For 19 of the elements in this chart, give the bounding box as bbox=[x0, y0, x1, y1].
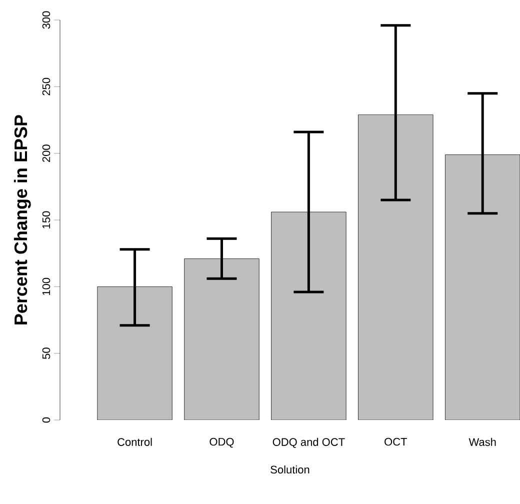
x-tick-label: ODQ bbox=[210, 438, 234, 448]
y-axis-title: Percent Change in EPSP bbox=[14, 115, 31, 324]
x-tick-label: Control bbox=[118, 438, 152, 446]
bar bbox=[271, 212, 346, 420]
y-tick-label: 100 bbox=[42, 278, 50, 296]
y-tick-label: 0 bbox=[42, 417, 50, 423]
x-tick-label: OCT bbox=[384, 438, 408, 446]
x-tick-label: ODQ and OCT bbox=[272, 438, 345, 448]
bar bbox=[445, 154, 520, 420]
y-tick-label: 300 bbox=[42, 11, 50, 29]
bar bbox=[358, 114, 434, 420]
x-tick-label: Wash bbox=[468, 438, 496, 446]
y-tick-label: 200 bbox=[42, 144, 50, 162]
y-tick-label: 50 bbox=[42, 348, 50, 360]
bar bbox=[97, 286, 172, 420]
y-tick-label: 150 bbox=[42, 211, 50, 228]
bar bbox=[184, 258, 260, 420]
y-tick-label: 250 bbox=[42, 78, 50, 96]
x-axis-title: Solution bbox=[270, 465, 310, 474]
